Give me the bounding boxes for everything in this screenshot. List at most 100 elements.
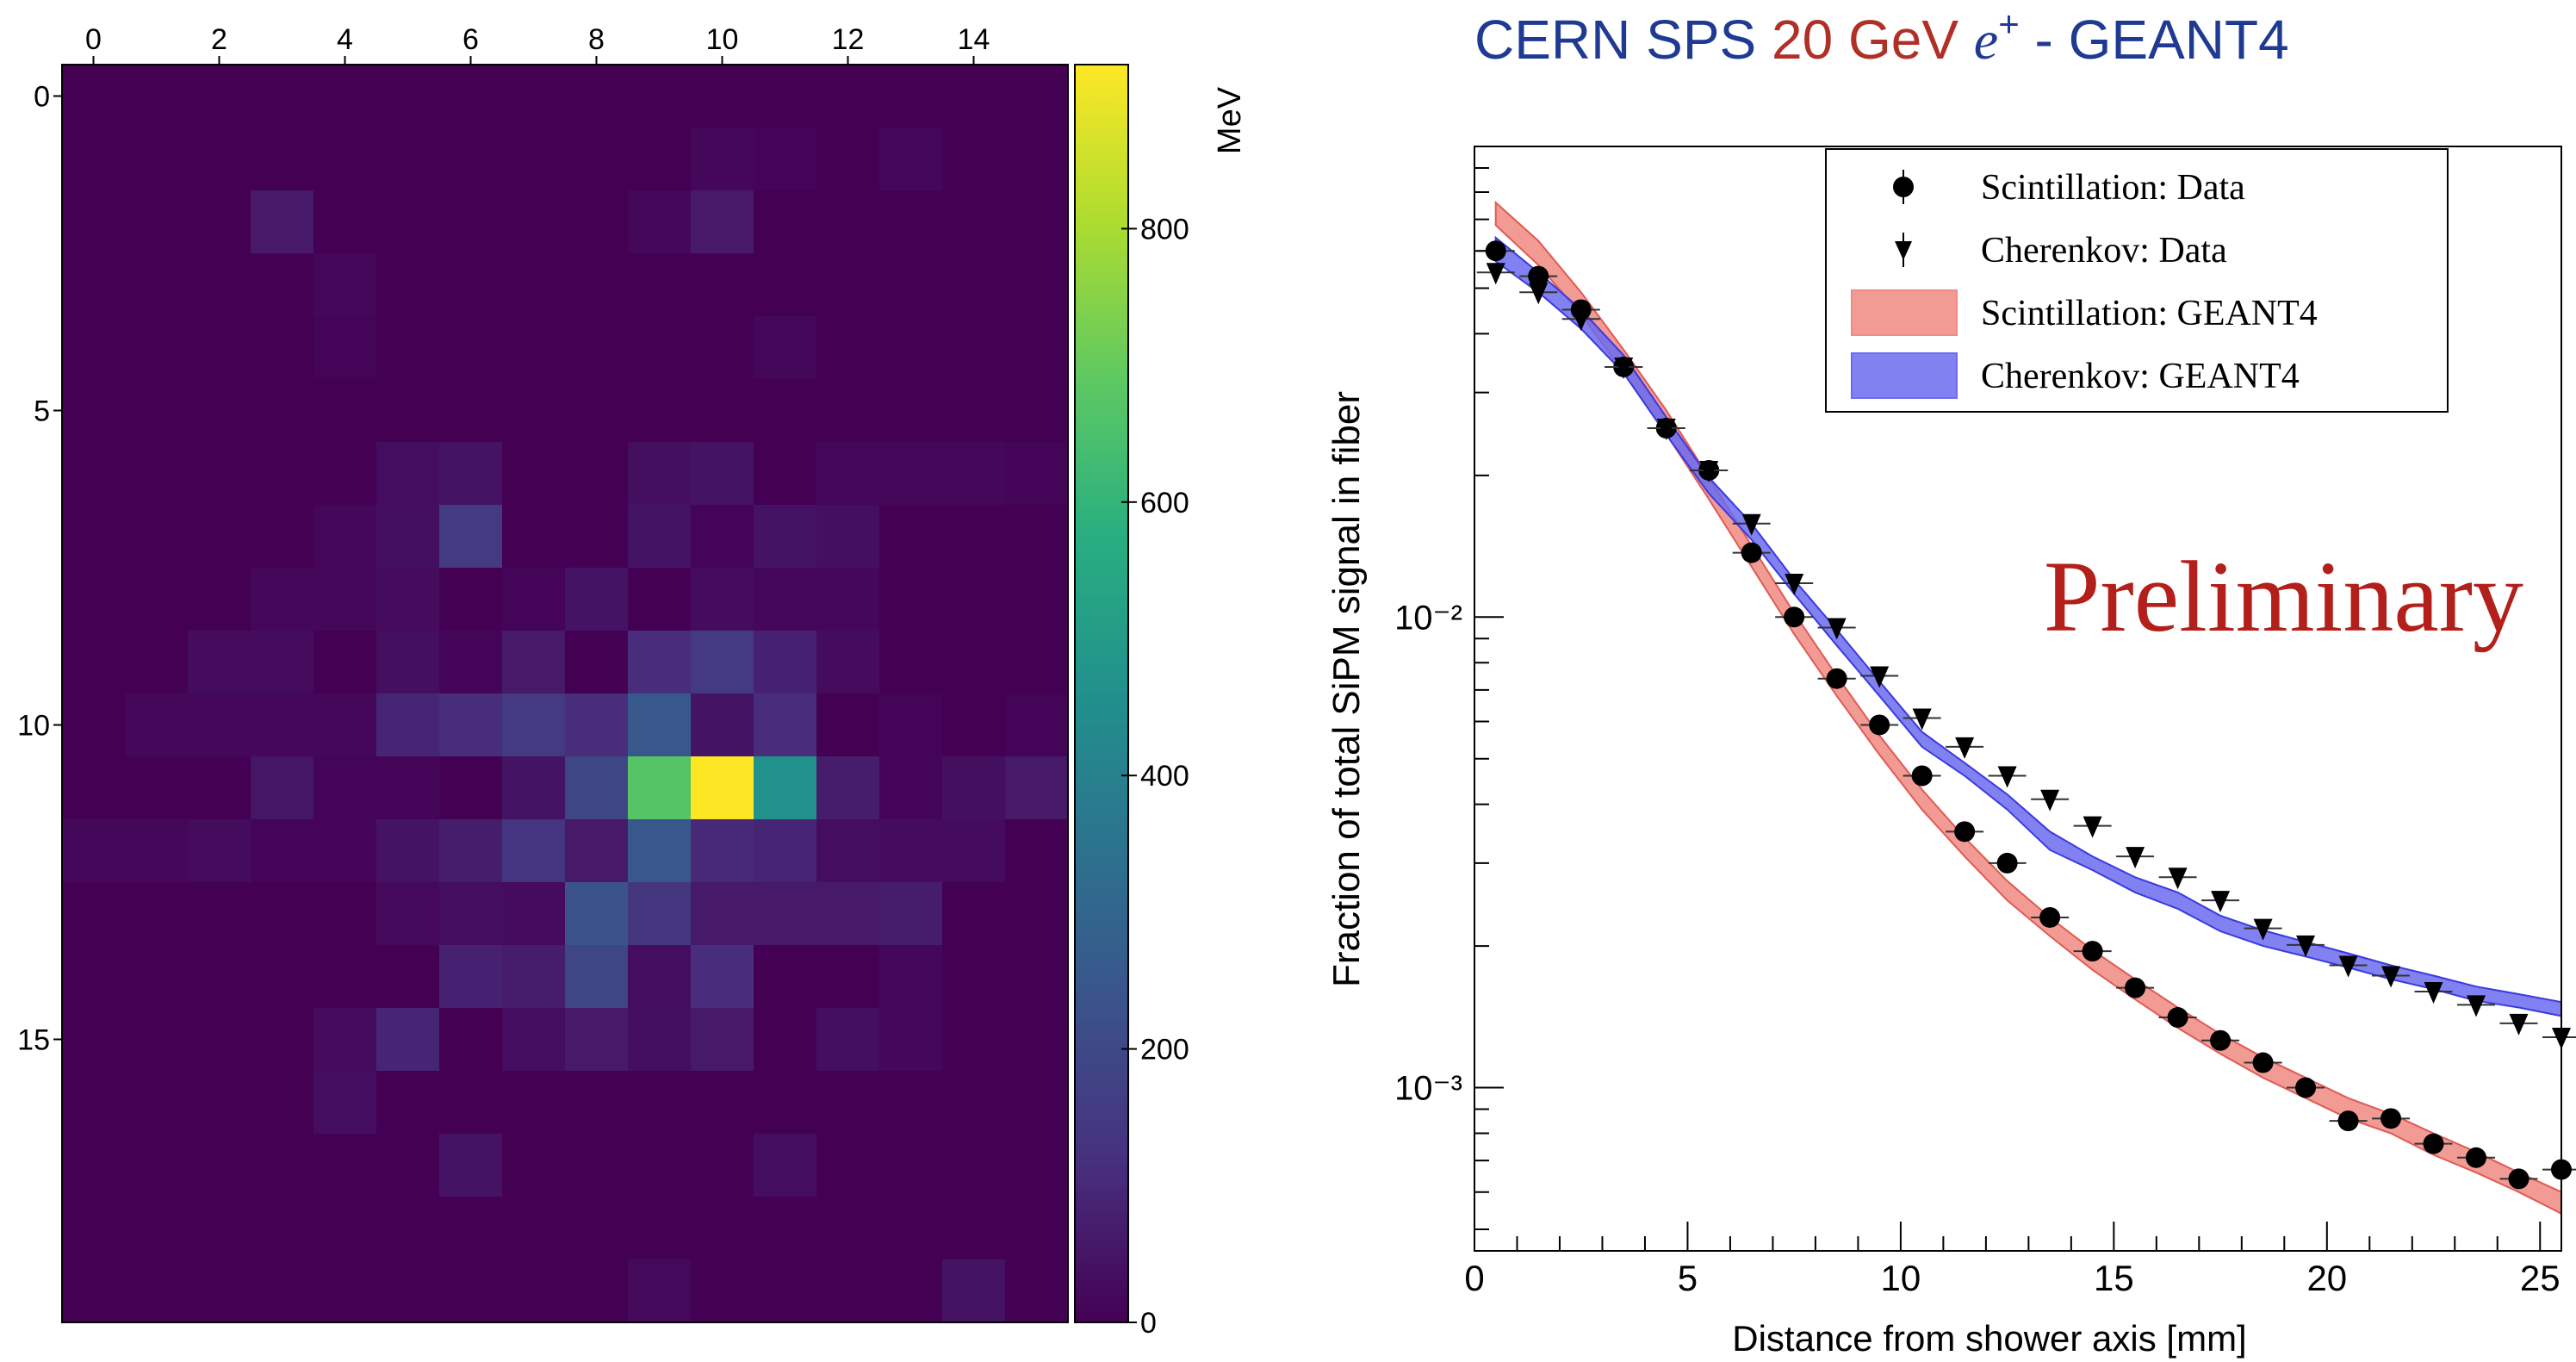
legend-item: Cherenkov: Data [1895, 231, 2227, 271]
heatmap-cell [502, 1008, 566, 1072]
heatmap-cell [691, 568, 754, 631]
legend-item: Scintillation: GEANT4 [1851, 289, 2318, 336]
heatmap-cell [502, 65, 566, 128]
heatmap-cell [565, 756, 629, 820]
heatmap-y-tick-label: 5 [34, 395, 50, 428]
legend-band-swatch [1851, 289, 1958, 336]
heatmap-cell [313, 442, 377, 506]
heatmap-y-tick-label: 15 [17, 1024, 50, 1057]
legend-items: Scintillation: Data Cherenkov: Data Scinti… [1851, 168, 2318, 399]
heatmap-cell [879, 693, 943, 757]
heatmap-cell [691, 756, 754, 820]
heatmap-cell [502, 1259, 566, 1323]
heatmap-cell [942, 442, 1006, 506]
heatmap-cell [376, 65, 440, 128]
heatmap-cell [376, 819, 440, 883]
heatmap-cell [439, 568, 503, 631]
heatmap-cell [879, 1071, 943, 1135]
heatmap-cell [313, 882, 377, 946]
y-tick-label: 10⁻² [1394, 599, 1462, 637]
heatmap-cell [188, 65, 251, 128]
heatmap-cell [502, 1134, 566, 1197]
heatmap-cell [439, 65, 503, 128]
heatmap-cell [754, 442, 817, 506]
legend: Scintillation: Data Cherenkov: Data Scinti… [1825, 148, 2449, 413]
heatmap-cell [942, 693, 1006, 757]
heatmap-cell [628, 127, 692, 191]
heatmap-cell [565, 1071, 629, 1135]
heatmap-cell [188, 1259, 251, 1323]
heatmap-cell [1005, 568, 1069, 631]
heatmap-cell [439, 1008, 503, 1072]
y-tick-label: 10⁻³ [1394, 1070, 1462, 1108]
heatmap-cell [816, 945, 880, 1009]
heatmap-cell [628, 882, 692, 946]
heatmap-cell [628, 945, 692, 1009]
heatmap-cell [754, 819, 817, 883]
legend-triangle-marker [1895, 241, 1912, 260]
heatmap-cell [439, 945, 503, 1009]
x-tick-label: 25 [2520, 1258, 2560, 1298]
heatmap-cell [691, 1197, 754, 1260]
heatmap-cell [565, 253, 629, 317]
heatmap-y-tick-label: 10 [17, 710, 50, 743]
cherenkov-data-point [1912, 708, 1932, 731]
heatmap-cell [565, 631, 629, 694]
cherenkov-data-point [1955, 737, 1975, 759]
scintillation-data-point [2423, 1133, 2444, 1154]
heatmap-cell [565, 1259, 629, 1323]
heatmap-cell [125, 505, 189, 569]
heatmap-cell [879, 756, 943, 820]
data-points [1476, 240, 2576, 1190]
heatmap-cell [62, 1071, 126, 1135]
heatmap-cell [125, 631, 189, 694]
heatmap-cell [691, 253, 754, 317]
heatmap-cell [251, 316, 314, 380]
scintillation-data-point [1869, 714, 1890, 736]
heatmap-cell [376, 756, 440, 820]
heatmap-cell [816, 190, 880, 254]
heatmap-cell [942, 631, 1006, 694]
heatmap-cell [251, 945, 314, 1009]
heatmap-cell [313, 127, 377, 191]
heatmap-cell [1005, 442, 1069, 506]
heatmap-cell [62, 631, 126, 694]
heatmap-cell [942, 1008, 1006, 1072]
heatmap-cell [62, 505, 126, 569]
heatmap-cell [251, 127, 314, 191]
colorbar-bar [1074, 64, 1129, 1323]
heatmap-cell [942, 127, 1006, 191]
heatmap-cell [628, 379, 692, 443]
heatmap-cell [816, 819, 880, 883]
heatmap-cell [1005, 1259, 1069, 1323]
cherenkov-data-point [1870, 666, 1890, 688]
heatmap-cell [188, 1197, 251, 1260]
heatmap-cell [251, 1071, 314, 1135]
heatmap-cell [502, 127, 566, 191]
heatmap-cell [565, 693, 629, 757]
heatmap-cell [313, 1197, 377, 1260]
heatmap-cell [879, 505, 943, 569]
cherenkov-data-point [1785, 574, 1804, 596]
heatmap-cell [502, 882, 566, 946]
heatmap-cell [439, 442, 503, 506]
cherenkov-data-point [2338, 955, 2358, 978]
heatmap-cell [376, 1259, 440, 1323]
heatmap-cell [565, 1134, 629, 1197]
cherenkov-data-point [2509, 1013, 2529, 1035]
heatmap-cell [942, 1134, 1006, 1197]
heatmap-cell [376, 442, 440, 506]
heatmap-cell [565, 945, 629, 1009]
heatmap-cell [754, 316, 817, 380]
heatmap-cell [376, 882, 440, 946]
cherenkov-data-point [2424, 982, 2443, 1004]
heatmap-cell [942, 316, 1006, 380]
legend-label: Scintillation: GEANT4 [1981, 294, 2318, 333]
x-tick-label: 10 [1881, 1258, 1921, 1298]
heatmap-cell [188, 1134, 251, 1197]
heatmap-cell [691, 442, 754, 506]
heatmap-cell [188, 379, 251, 443]
scintillation-data-point [2380, 1108, 2402, 1129]
heatmap-cell [125, 1259, 189, 1323]
